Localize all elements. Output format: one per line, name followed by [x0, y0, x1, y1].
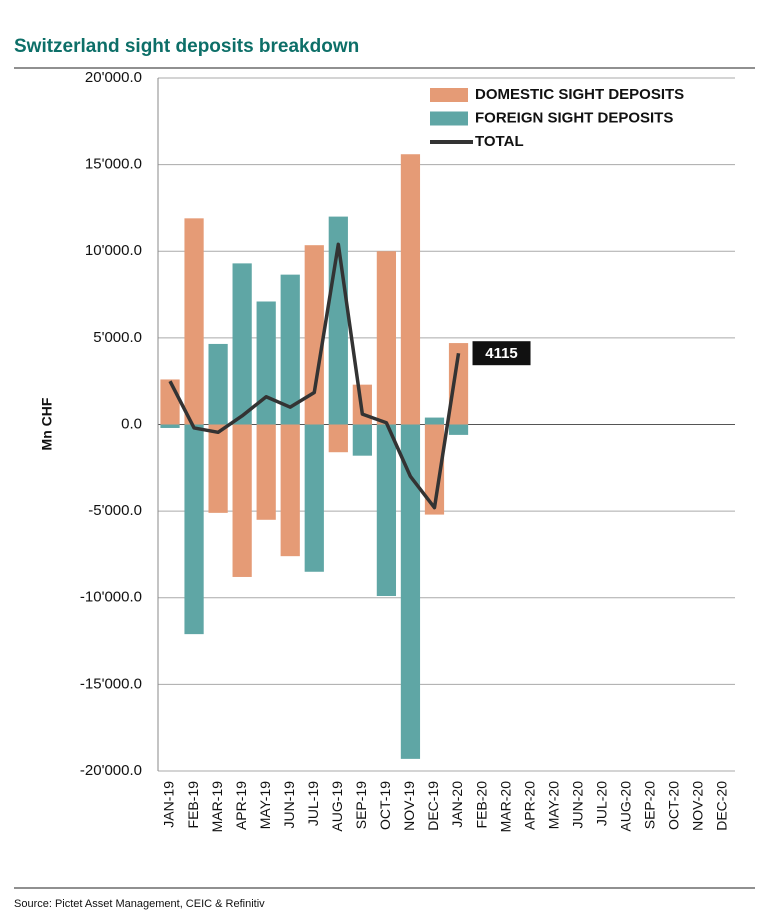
x-tick-label: SEP-20 — [642, 781, 658, 829]
bar — [232, 263, 252, 425]
y-tick-label: -5'000.0 — [88, 502, 142, 519]
x-tick-label: OCT-20 — [666, 781, 682, 830]
x-tick-label: OCT-19 — [377, 781, 393, 830]
bar — [304, 424, 324, 572]
x-tick-label: DEC-19 — [425, 781, 441, 831]
bar — [184, 218, 204, 425]
y-tick-label: 10'000.0 — [85, 242, 142, 259]
source: Source: Pictet Asset Management, CEIC & … — [14, 898, 265, 910]
x-tick-label: MAR-20 — [497, 781, 513, 833]
x-tick-label: MAR-19 — [209, 781, 225, 833]
bar — [448, 343, 469, 425]
bar — [400, 424, 421, 759]
x-tick-label: AUG-20 — [618, 781, 634, 832]
y-tick-label: 5'000.0 — [93, 329, 142, 346]
bar — [160, 424, 180, 428]
y-tick-label: 15'000.0 — [85, 156, 142, 173]
bar — [304, 245, 324, 425]
chart-title: Switzerland sight deposits breakdown — [14, 36, 359, 57]
bar — [448, 424, 469, 435]
legend-label: DOMESTIC SIGHT DEPOSITS — [475, 86, 684, 103]
bar — [256, 301, 276, 425]
legend-swatch — [430, 111, 468, 126]
bar — [424, 417, 445, 425]
x-tick-label: JUN-20 — [569, 781, 585, 829]
x-tick-label: JUL-20 — [593, 781, 609, 826]
x-tick-label: NOV-20 — [690, 781, 706, 831]
y-tick-label: 20'000.0 — [85, 69, 142, 86]
x-tick-label: JAN-19 — [161, 781, 177, 828]
bar — [256, 424, 276, 520]
bar — [184, 424, 204, 635]
x-tick-label: MAY-19 — [257, 781, 273, 829]
x-tick-label: NOV-19 — [401, 781, 417, 831]
y-tick-label: 0.0 — [121, 415, 142, 432]
x-tick-label: SEP-19 — [353, 781, 369, 829]
legend-label: TOTAL — [475, 133, 524, 150]
y-tick-label: -20'000.0 — [80, 762, 142, 779]
legend-swatch — [430, 88, 468, 102]
data-label-box — [472, 341, 531, 366]
x-tick-label: FEB-19 — [185, 781, 201, 829]
x-tick-label: JAN-20 — [449, 781, 465, 828]
data-label: 4115 — [485, 345, 518, 362]
legend-label: FOREIGN SIGHT DEPOSITS — [475, 109, 673, 126]
bar — [160, 379, 180, 425]
bar — [376, 424, 397, 597]
y-axis-label: Mn CHF — [39, 397, 55, 450]
line — [168, 242, 461, 510]
x-tick-label: APR-19 — [233, 781, 249, 830]
x-tick-label: FEB-20 — [473, 781, 489, 829]
bar — [328, 424, 348, 453]
x-tick-label: APR-20 — [521, 781, 537, 830]
bar — [376, 251, 397, 425]
x-tick-label: DEC-20 — [714, 781, 730, 831]
x-tick-label: JUN-19 — [281, 781, 297, 829]
x-tick-label: AUG-19 — [329, 781, 345, 832]
x-tick-label: JUL-19 — [305, 781, 321, 826]
y-tick-label: -10'000.0 — [80, 589, 142, 606]
bar — [400, 154, 421, 425]
bar — [424, 424, 445, 515]
legend-box — [415, 79, 735, 151]
bar — [280, 274, 300, 425]
bar — [208, 343, 228, 425]
bar — [280, 424, 300, 557]
bar — [208, 424, 228, 513]
y-tick-label: -15'000.0 — [80, 675, 142, 692]
bar — [232, 424, 252, 577]
x-tick-label: MAY-20 — [545, 781, 561, 829]
bar — [352, 424, 372, 456]
